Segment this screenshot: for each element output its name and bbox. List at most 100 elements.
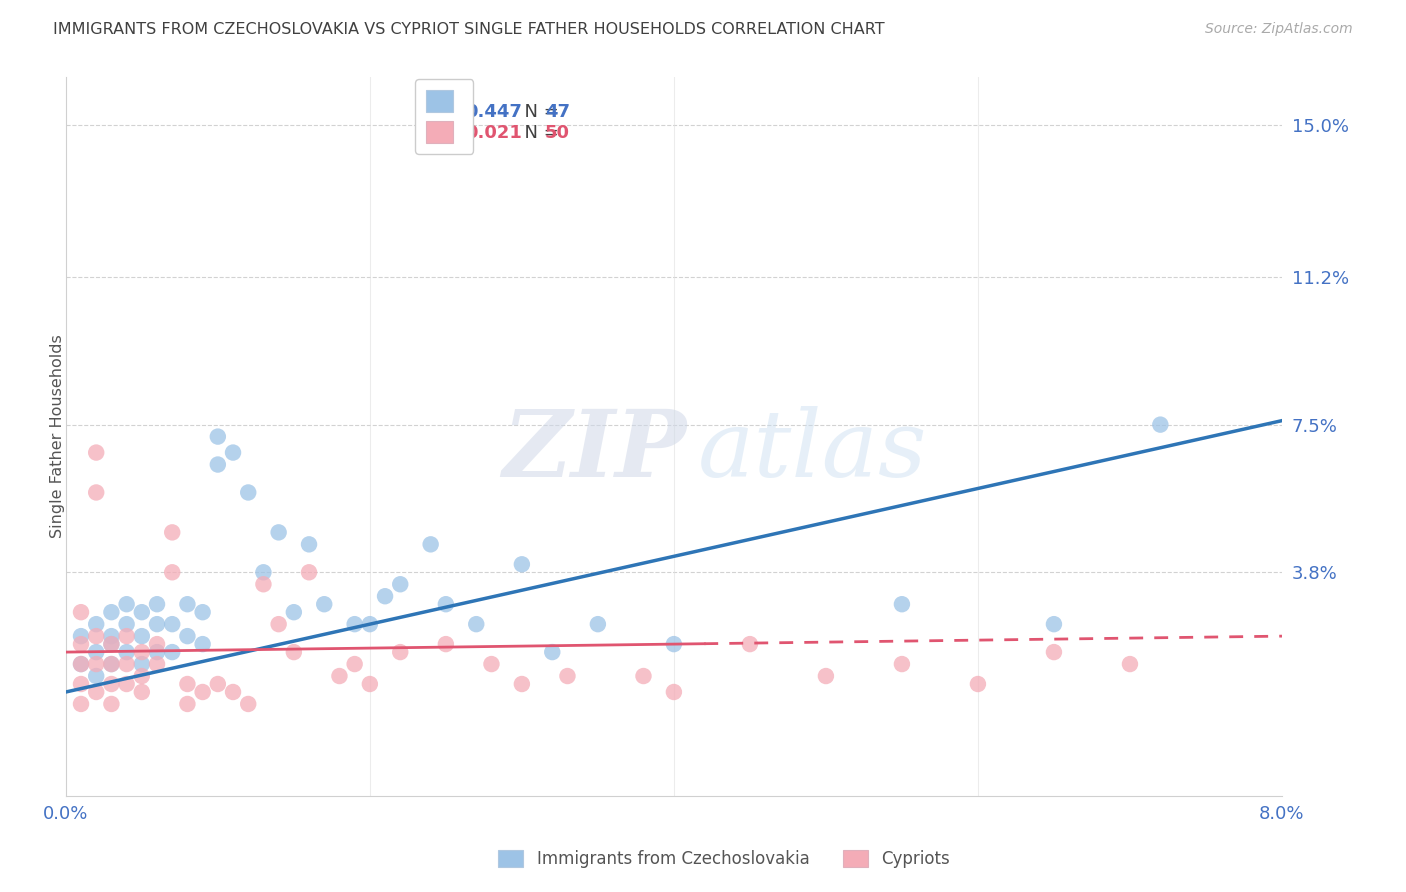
Point: [191, 685, 214, 699]
Point: [283, 605, 305, 619]
Point: [176, 597, 198, 611]
Point: [314, 597, 336, 611]
Point: [160, 566, 183, 580]
Point: [374, 589, 396, 603]
Point: [131, 685, 153, 699]
Point: [70, 657, 93, 671]
Point: [1043, 617, 1066, 632]
Point: [252, 577, 274, 591]
Point: [146, 657, 169, 671]
Legend: , : ,: [415, 79, 474, 154]
Point: [434, 637, 457, 651]
Point: [389, 645, 412, 659]
Point: [84, 445, 107, 459]
Point: [890, 597, 912, 611]
Point: [738, 637, 761, 651]
Point: [298, 566, 321, 580]
Point: [343, 657, 366, 671]
Point: [176, 697, 198, 711]
Point: [510, 558, 533, 572]
Text: ZIP: ZIP: [502, 406, 686, 496]
Point: [131, 605, 153, 619]
Point: [160, 525, 183, 540]
Point: [100, 605, 122, 619]
Point: [191, 637, 214, 651]
Text: 47: 47: [546, 103, 569, 120]
Text: 50: 50: [546, 124, 569, 142]
Point: [359, 677, 381, 691]
Point: [146, 617, 169, 632]
Point: [160, 617, 183, 632]
Point: [389, 577, 412, 591]
Point: [176, 629, 198, 643]
Point: [252, 566, 274, 580]
Point: [586, 617, 609, 632]
Point: [131, 629, 153, 643]
Text: R =: R =: [433, 103, 472, 120]
Point: [662, 637, 685, 651]
Text: Source: ZipAtlas.com: Source: ZipAtlas.com: [1205, 22, 1353, 37]
Point: [207, 458, 229, 472]
Point: [176, 677, 198, 691]
Point: [662, 685, 685, 699]
Point: [70, 637, 93, 651]
Point: [1149, 417, 1171, 432]
Point: [207, 677, 229, 691]
Point: [633, 669, 655, 683]
Point: [84, 485, 107, 500]
Point: [131, 657, 153, 671]
Point: [465, 617, 488, 632]
Point: [100, 657, 122, 671]
Point: [359, 617, 381, 632]
Point: [510, 677, 533, 691]
Point: [131, 669, 153, 683]
Point: [160, 645, 183, 659]
Point: [267, 617, 290, 632]
Y-axis label: Single Father Households: Single Father Households: [51, 334, 65, 539]
Point: [70, 677, 93, 691]
Point: [100, 657, 122, 671]
Point: [207, 429, 229, 443]
Point: [131, 645, 153, 659]
Point: [100, 629, 122, 643]
Point: [434, 597, 457, 611]
Point: [115, 617, 138, 632]
Point: [115, 657, 138, 671]
Point: [146, 597, 169, 611]
Text: atlas: atlas: [699, 406, 928, 496]
Point: [84, 685, 107, 699]
Point: [328, 669, 350, 683]
Legend: Immigrants from Czechoslovakia, Cypriots: Immigrants from Czechoslovakia, Cypriots: [492, 843, 956, 875]
Point: [419, 537, 441, 551]
Point: [343, 617, 366, 632]
Point: [222, 685, 245, 699]
Point: [70, 605, 93, 619]
Point: [84, 629, 107, 643]
Point: [84, 657, 107, 671]
Point: [70, 629, 93, 643]
Text: N =: N =: [513, 103, 565, 120]
Point: [283, 645, 305, 659]
Point: [146, 645, 169, 659]
Point: [84, 645, 107, 659]
Point: [100, 637, 122, 651]
Point: [115, 645, 138, 659]
Point: [222, 445, 245, 459]
Point: [967, 677, 990, 691]
Point: [557, 669, 579, 683]
Text: 0.447: 0.447: [465, 103, 522, 120]
Point: [100, 637, 122, 651]
Point: [1119, 657, 1142, 671]
Point: [814, 669, 837, 683]
Point: [115, 597, 138, 611]
Point: [70, 657, 93, 671]
Text: 0.021: 0.021: [465, 124, 522, 142]
Point: [238, 485, 260, 500]
Text: IMMIGRANTS FROM CZECHOSLOVAKIA VS CYPRIOT SINGLE FATHER HOUSEHOLDS CORRELATION C: IMMIGRANTS FROM CZECHOSLOVAKIA VS CYPRIO…: [53, 22, 884, 37]
Point: [84, 669, 107, 683]
Point: [100, 697, 122, 711]
Point: [191, 605, 214, 619]
Text: R =: R =: [433, 124, 472, 142]
Point: [100, 677, 122, 691]
Point: [146, 637, 169, 651]
